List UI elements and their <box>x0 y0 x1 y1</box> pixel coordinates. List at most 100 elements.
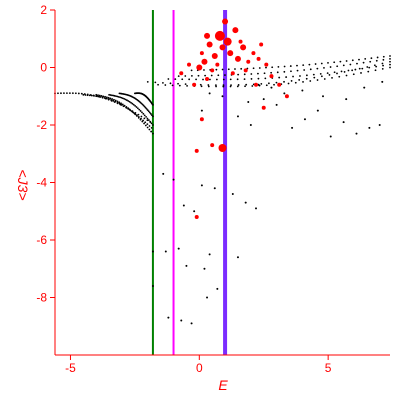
black-branch-point <box>364 57 367 60</box>
red-scatter-point <box>210 143 215 148</box>
black-branch-point <box>108 98 110 101</box>
black-branch-point <box>209 78 211 81</box>
black-branch-point <box>102 95 105 98</box>
black-branch-point <box>320 62 323 65</box>
black-branch-point <box>215 85 217 88</box>
black-branch-point <box>80 92 83 95</box>
black-branch-point <box>118 101 121 104</box>
black-branch-point <box>132 103 135 106</box>
black-branch-point <box>190 74 193 77</box>
y-tick-label: -4 <box>36 176 47 190</box>
black-branch-point <box>222 85 225 88</box>
black-branch-point <box>116 100 119 103</box>
black-scatter-point <box>291 126 294 129</box>
black-scatter-point <box>381 80 384 83</box>
black-branch-point <box>127 100 130 102</box>
red-scatter-point <box>261 105 266 110</box>
black-branch-point <box>152 132 154 135</box>
black-branch-point <box>104 95 106 98</box>
black-branch-point <box>95 95 98 98</box>
black-scatter-point <box>200 184 203 187</box>
black-branch-point <box>125 105 128 108</box>
black-branch-point <box>245 83 248 86</box>
black-branch-point <box>143 105 146 108</box>
black-branch-point <box>224 74 226 76</box>
black-branch-point <box>146 123 149 126</box>
black-branch-point <box>204 74 207 77</box>
black-branch-point <box>74 92 77 95</box>
red-scatter-point <box>254 82 258 87</box>
black-branch-point <box>171 84 174 87</box>
black-branch-point <box>367 70 370 73</box>
black-scatter-point <box>378 124 381 126</box>
black-branch-point <box>105 96 108 99</box>
black-branch-point <box>207 85 210 88</box>
black-branch-point <box>146 126 149 129</box>
black-branch-point <box>373 64 376 67</box>
black-branch-point <box>375 65 378 68</box>
black-branch-point <box>136 107 139 110</box>
black-branch-point <box>137 116 140 119</box>
black-branch-point <box>77 92 80 95</box>
x-tick-label: 5 <box>325 361 332 375</box>
black-branch-point <box>263 72 266 75</box>
black-branch-point <box>107 96 110 99</box>
black-scatter-point <box>283 92 286 95</box>
black-branch-point <box>265 66 267 69</box>
black-branch-point <box>144 121 147 124</box>
black-scatter-point <box>368 126 371 129</box>
black-branch-point <box>124 98 127 101</box>
black-branch-point <box>97 94 99 97</box>
red-scatter-point <box>223 37 232 46</box>
black-branch-point <box>283 80 285 83</box>
black-branch-point <box>146 119 149 122</box>
black-branch-point <box>312 73 315 76</box>
black-branch-point <box>109 97 112 100</box>
black-branch-point <box>285 76 288 78</box>
black-branch-point <box>319 72 322 75</box>
black-branch-point <box>146 109 149 111</box>
black-scatter-point <box>151 285 154 287</box>
black-scatter-point <box>185 264 188 267</box>
black-branch-point <box>323 78 326 80</box>
black-scatter-point <box>180 319 183 322</box>
black-branch-point <box>186 84 188 87</box>
black-branch-point <box>131 102 134 105</box>
red-scatter-point <box>256 56 261 61</box>
red-scatter-point <box>215 62 220 67</box>
black-branch-point <box>105 97 108 100</box>
black-branch-point <box>227 68 230 71</box>
black-branch-point <box>287 82 290 85</box>
black-branch-point <box>229 85 232 88</box>
black-branch-point <box>120 102 122 105</box>
black-branch-point <box>84 94 87 96</box>
black-branch-point <box>237 84 240 86</box>
black-branch-point <box>141 111 143 114</box>
black-branch-point <box>366 66 369 68</box>
red-scatter-point <box>246 59 251 64</box>
black-branch-point <box>252 67 255 70</box>
black-branch-point <box>381 62 384 65</box>
black-branch-point <box>147 110 150 113</box>
black-branch-point <box>184 75 187 77</box>
black-scatter-point <box>236 256 239 259</box>
black-branch-point <box>221 68 224 71</box>
black-branch-point <box>376 56 379 59</box>
black-branch-point <box>303 69 306 71</box>
red-scatter-point <box>187 62 191 67</box>
black-scatter-point <box>172 178 175 181</box>
black-branch-point <box>144 124 147 127</box>
black-branch-point <box>123 97 126 100</box>
black-branch-point <box>389 60 391 63</box>
red-scatter-point <box>264 62 269 67</box>
black-branch-point <box>250 73 253 75</box>
red-scatter-point <box>205 77 210 81</box>
black-branch-point <box>347 69 350 72</box>
red-scatter-point <box>222 18 229 25</box>
black-branch-point <box>240 67 243 70</box>
black-branch-point <box>197 74 200 77</box>
black-branch-point <box>382 55 385 58</box>
black-branch-point <box>270 71 273 74</box>
black-branch-point <box>136 115 138 117</box>
black-branch-point <box>336 65 339 68</box>
